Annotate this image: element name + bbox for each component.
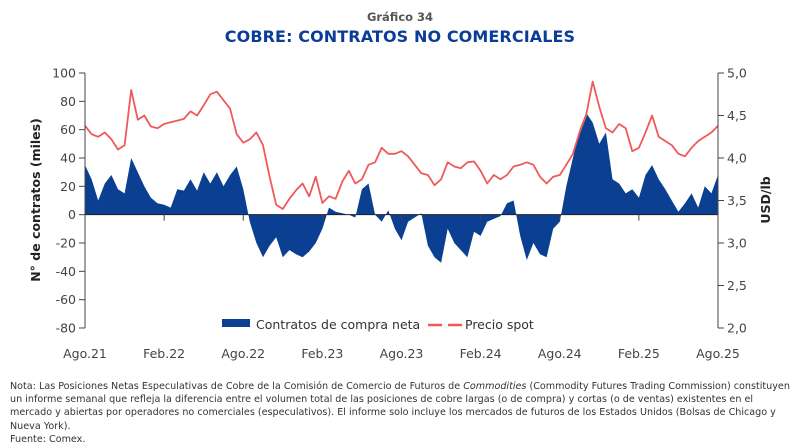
- y-tick-label: 60: [60, 122, 76, 137]
- y-tick-label: -80: [56, 321, 76, 336]
- x-tick-label: Feb.23: [301, 346, 343, 361]
- y2-tick-label: 4,5: [727, 108, 747, 123]
- x-tick-label: Feb.24: [460, 346, 502, 361]
- chart-subtitle: Gráfico 34: [366, 10, 434, 24]
- series-contratos-area: [85, 112, 718, 263]
- x-tick-label: Ago.22: [221, 346, 265, 361]
- y-tick-label: 100: [52, 66, 76, 81]
- legend-label-precio: Precio spot: [465, 317, 534, 332]
- y-tick-label: 40: [60, 151, 76, 166]
- x-tick-label: Ago.23: [380, 346, 424, 361]
- y2-tick-label: 4,0: [727, 151, 747, 166]
- legend: Contratos de compra neta Precio spot: [222, 317, 534, 332]
- note-text-suffix: (Commodity Futures Trading Commission) c…: [10, 381, 790, 432]
- y2-tick-label: 3,5: [727, 193, 747, 208]
- y-axis-label: N° de contratos (miles): [28, 118, 43, 282]
- axes-layer: 100 80 60 40 20 0 -20 -40 -60 -80 5,0 4,5 4,0 3,5 3,0 2…: [52, 66, 747, 362]
- chart-title: COBRE: CONTRATOS NO COMERCIALES: [224, 27, 576, 46]
- legend-label-contratos: Contratos de compra neta: [256, 317, 420, 332]
- x-tick-label: Ago.25: [696, 346, 740, 361]
- x-tick-label: Ago.21: [63, 346, 107, 361]
- y-tick-label: 80: [60, 94, 76, 109]
- x-tick-label: Feb.25: [618, 346, 660, 361]
- note-text-prefix: Nota: Las Posiciones Netas Especulativas…: [10, 381, 464, 392]
- legend-swatch-contratos: [222, 319, 250, 327]
- x-tick-label: Feb.22: [143, 346, 185, 361]
- y-tick-label: -20: [56, 236, 76, 251]
- y2-tick-label: 2,5: [727, 278, 747, 293]
- y2-tick-label: 3,0: [727, 236, 747, 251]
- footnote: Nota: Las Posiciones Netas Especulativas…: [10, 380, 795, 446]
- y2-tick-label: 2,0: [727, 321, 747, 336]
- y-tick-label: -40: [56, 264, 76, 279]
- note-text-italic: Commodities: [463, 381, 527, 392]
- chart-canvas: 100 80 60 40 20 0 -20 -40 -60 -80 5,0 4,5 4,0 3,5 3,0 2…: [28, 66, 773, 362]
- line-layer: [84, 80, 719, 210]
- y2-axis-label: USD/lb: [758, 176, 773, 223]
- area-layer: [85, 112, 718, 263]
- y-tick-label: 0: [68, 207, 76, 222]
- y-tick-label: 20: [60, 179, 76, 194]
- source-text: Fuente: Comex.: [10, 433, 86, 445]
- x-tick-label: Ago.24: [538, 346, 582, 361]
- y2-tick-label: 5,0: [727, 66, 747, 81]
- series-precio-line: [84, 80, 719, 210]
- y-tick-label: -60: [56, 292, 76, 307]
